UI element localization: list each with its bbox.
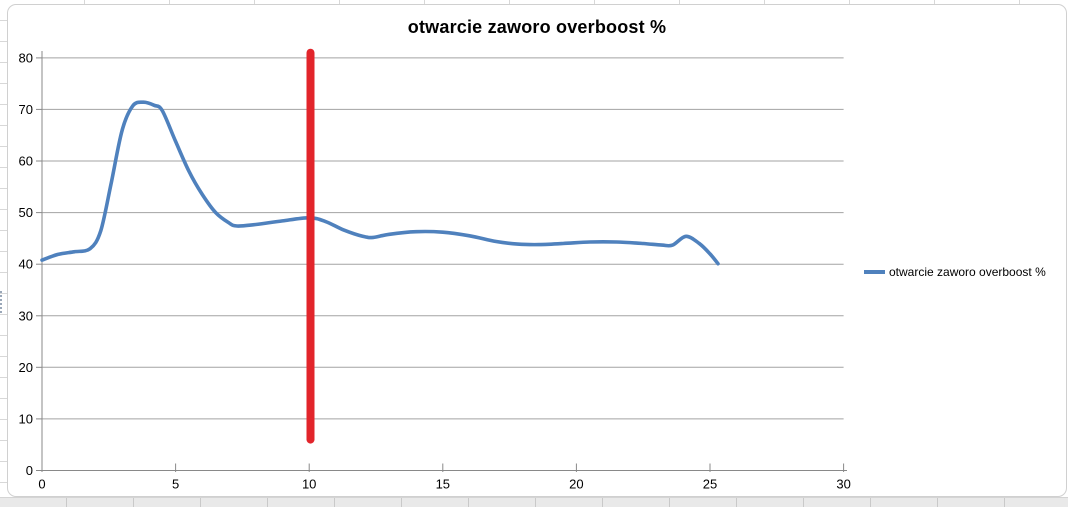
y-tick-label-50: 50 (19, 205, 33, 220)
y-tick-label-70: 70 (19, 102, 33, 117)
y-tick-label-60: 60 (19, 154, 33, 169)
y-tick-label-20: 20 (19, 360, 33, 375)
x-tick-label-10: 10 (302, 477, 316, 492)
legend-line-swatch (864, 270, 885, 274)
page-break-indicator (0, 291, 2, 313)
x-tick-label-0: 0 (38, 477, 45, 492)
y-tick-label-30: 30 (19, 308, 33, 323)
spreadsheet-cells-left (0, 0, 7, 507)
x-tick-label-20: 20 (569, 477, 583, 492)
legend-label: otwarcie zaworo overboost % (889, 265, 1046, 279)
y-tick-label-0: 0 (26, 463, 33, 478)
series-line[interactable] (40, 100, 720, 266)
y-tick-label-80: 80 (19, 50, 33, 65)
x-tick-label-5: 5 (172, 477, 179, 492)
spreadsheet-cells-bottom (0, 497, 1068, 507)
x-tick-label-25: 25 (703, 477, 717, 492)
plot-area[interactable]: 0 10 20 30 40 50 60 70 80 0 5 10 15 20 25 30 (8, 5, 1066, 496)
y-tick-label-10: 10 (19, 411, 33, 426)
y-tick-label-40: 40 (19, 257, 33, 272)
legend[interactable]: otwarcie zaworo overboost % (864, 263, 1046, 281)
spreadsheet-cells-top (0, 0, 1068, 4)
x-tick-label-15: 15 (436, 477, 450, 492)
chart-object[interactable]: 0 10 20 30 40 50 60 70 80 0 5 10 15 20 25 30 otwarcie z… (7, 4, 1067, 497)
x-tick-label-30: 30 (836, 477, 850, 492)
chart-title: otwarcie zaworo overboost % (407, 17, 667, 37)
